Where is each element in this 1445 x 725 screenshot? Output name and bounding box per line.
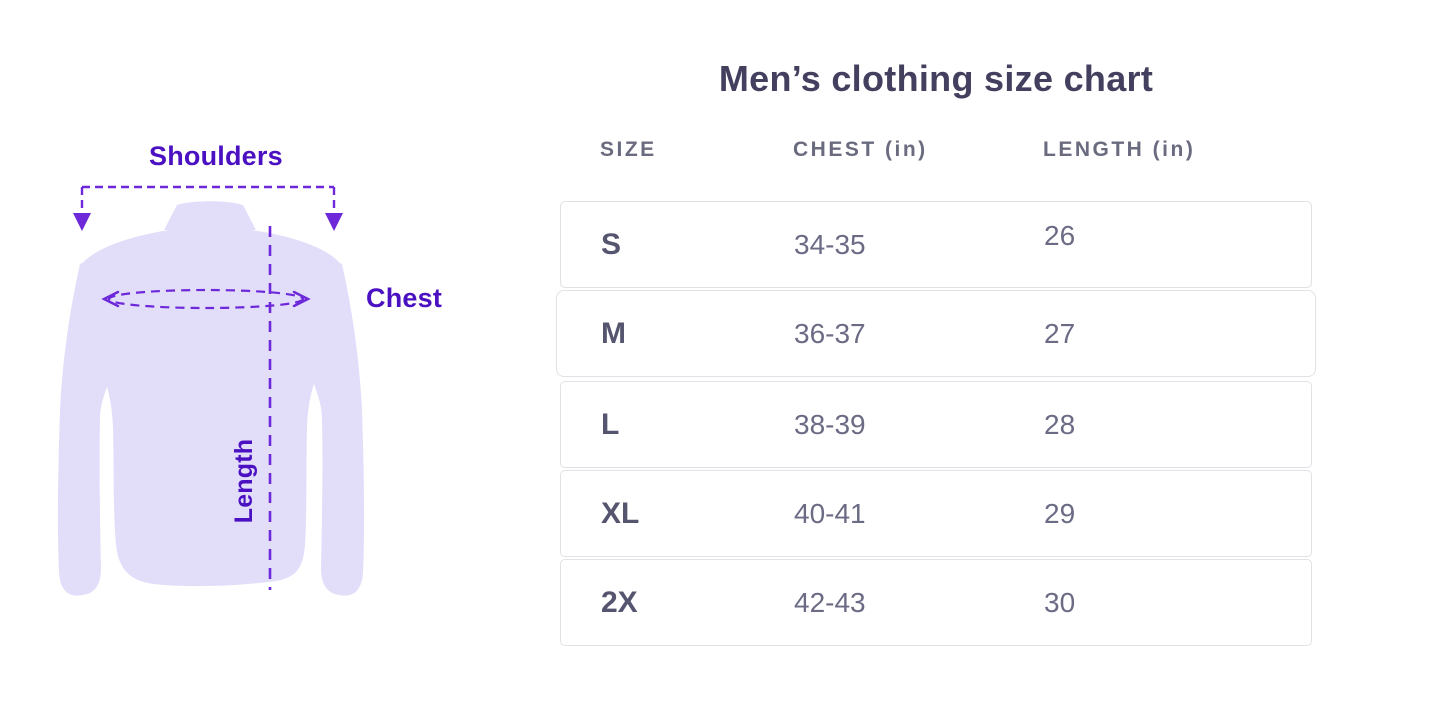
shirt-body	[80, 231, 342, 587]
length-cell: 29	[1004, 498, 1311, 530]
size-cell: XL	[601, 496, 640, 530]
length-label: Length	[230, 438, 258, 524]
chest-cell: 34-35	[794, 228, 866, 260]
chest-cell: 42-43	[794, 586, 866, 618]
length-cell: 27	[1004, 318, 1311, 350]
chest-arrowheads	[101, 290, 311, 308]
length-value: 27	[1044, 317, 1076, 349]
table-row: XL 40-41 29	[560, 470, 1312, 557]
length-value: 29	[1044, 497, 1076, 529]
column-header-chest: CHEST (in)	[793, 138, 928, 161]
size-cell: L	[601, 407, 620, 441]
shoulders-measure-bracket	[80, 185, 336, 212]
table-row: S 34-35 26	[560, 201, 1312, 288]
size-chart-table: SIZE CHEST (in) LENGTH (in) S 34-35 26 M…	[556, 138, 1316, 648]
shoulders-arrowheads	[73, 213, 343, 231]
length-value: 26	[1044, 219, 1076, 251]
chest-cell: 36-37	[794, 317, 866, 349]
column-header-size: SIZE	[600, 138, 657, 161]
chest-measure-ellipse	[107, 288, 305, 310]
size-cell: M	[601, 316, 626, 350]
chest-cell: 38-39	[794, 408, 866, 440]
table-row: 2X 42-43 30	[560, 559, 1312, 646]
length-cell: 28	[1004, 409, 1311, 441]
table-body: S 34-35 26 M 36-37 27 L 38-39 28 XL 40-4…	[556, 201, 1316, 646]
chest-label: Chest	[366, 283, 443, 313]
shirt-illustration	[57, 185, 365, 596]
length-cell: 30	[1004, 587, 1311, 619]
table-row: M 36-37 27	[556, 290, 1316, 377]
shirt-collar	[164, 201, 256, 236]
size-cell: S	[601, 227, 622, 261]
column-header-length: LENGTH (in)	[1043, 138, 1196, 161]
shirt-measurement-diagram: Shoulders Chest Length	[0, 0, 500, 725]
length-value: 30	[1044, 586, 1076, 618]
page-title: Men’s clothing size chart	[718, 58, 1154, 99]
table-header-row: SIZE CHEST (in) LENGTH (in)	[560, 138, 1312, 162]
size-cell: 2X	[601, 585, 638, 619]
chest-cell: 40-41	[794, 497, 866, 529]
shoulders-label: Shoulders	[149, 141, 283, 171]
table-row: L 38-39 28	[560, 381, 1312, 468]
length-cell: 26	[1004, 220, 1311, 261]
length-value: 28	[1044, 408, 1076, 440]
